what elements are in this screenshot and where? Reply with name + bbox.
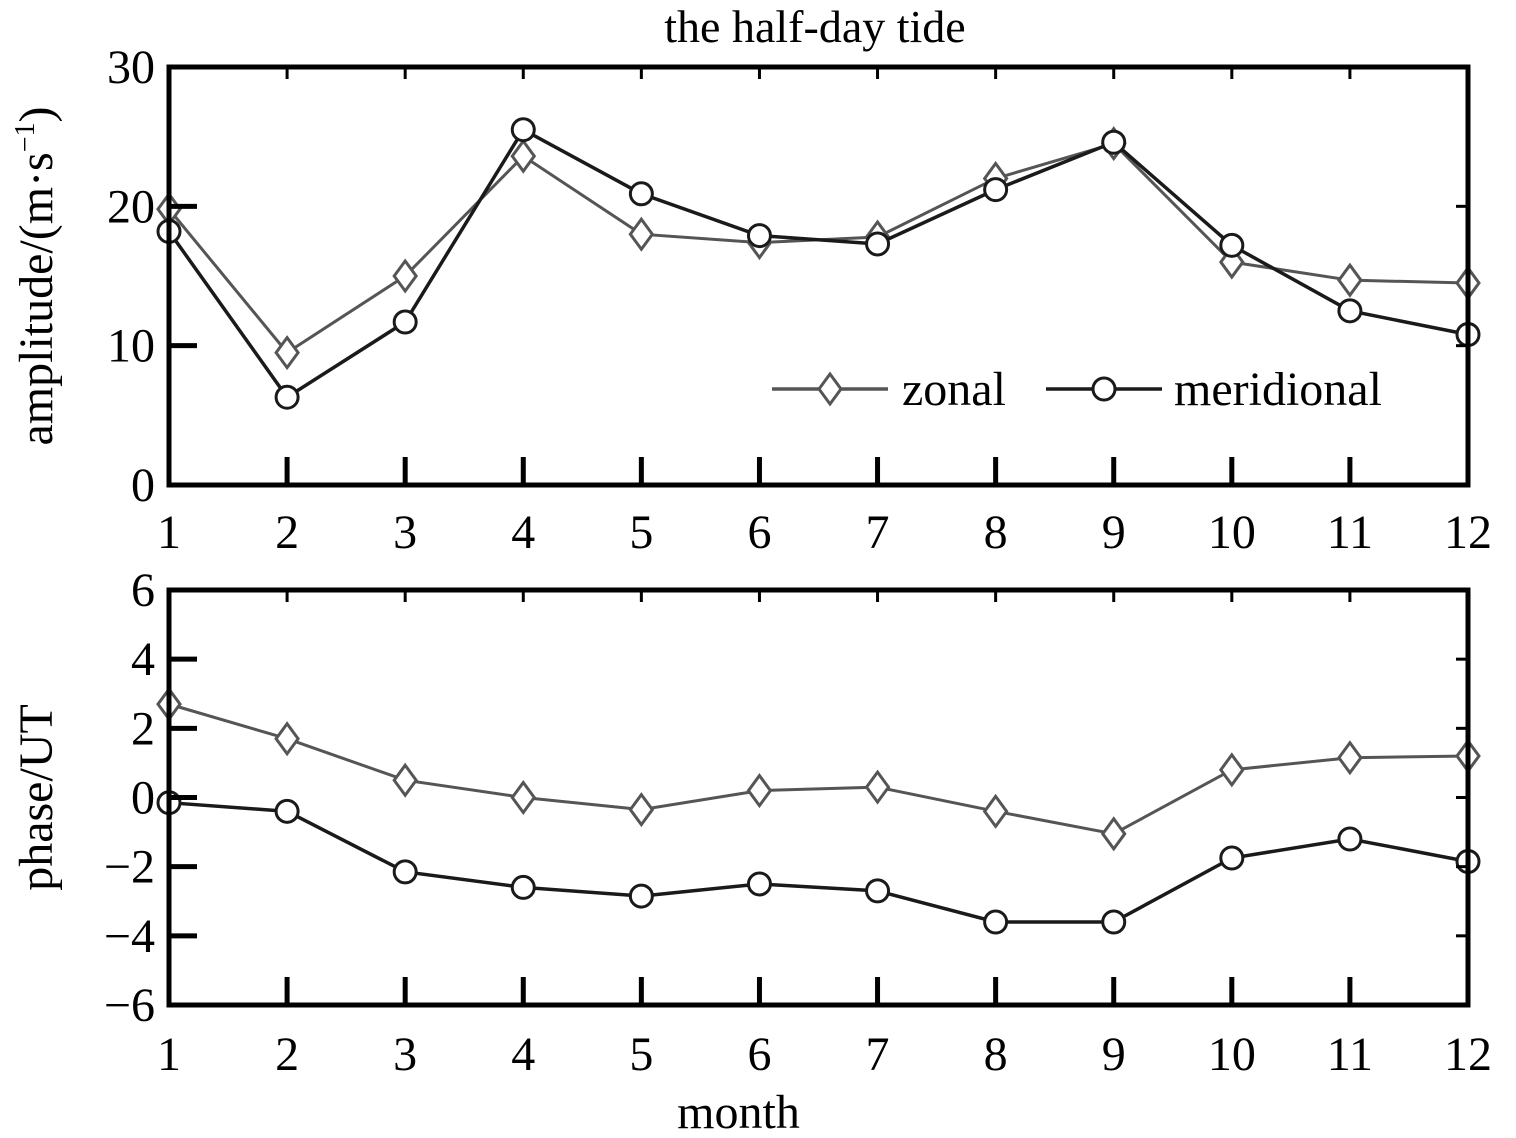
zonal-point <box>864 769 891 805</box>
x-tick-label: 7 <box>866 1028 890 1081</box>
y-tick-label: −4 <box>104 910 155 963</box>
x-tick-label: 3 <box>393 506 417 559</box>
meridional-point <box>392 859 418 885</box>
zonal-point <box>628 792 655 828</box>
zonal-point <box>274 335 300 371</box>
y-tick-label: 10 <box>107 320 155 373</box>
zonal-line <box>168 702 1469 836</box>
y-tick-label: 2 <box>131 702 155 755</box>
meridional-point <box>510 874 536 900</box>
meridional-point <box>628 181 654 207</box>
y-tick-label: 20 <box>107 180 155 233</box>
meridional-point <box>274 798 300 824</box>
y-tick-label: 0 <box>131 459 155 512</box>
y-axis-label: phase/UT <box>10 704 63 891</box>
zonal-point <box>982 793 1009 829</box>
x-tick-label: 6 <box>747 506 771 559</box>
meridional-point <box>1219 845 1245 871</box>
meridional-line <box>168 800 1469 924</box>
zonal-point <box>274 721 300 757</box>
plot-frame <box>166 587 1471 1008</box>
x-tick-label: 11 <box>1327 506 1373 559</box>
x-tick-label: 9 <box>1102 1028 1126 1081</box>
x-axis-label: month <box>677 1086 800 1138</box>
x-tick-label: 12 <box>1444 1028 1492 1081</box>
y-tick-label: 0 <box>131 772 155 825</box>
x-tick-label: 4 <box>511 506 535 559</box>
x-tick-label: 4 <box>511 1028 535 1081</box>
y-tick-label: 30 <box>107 41 155 94</box>
meridional-point <box>1101 909 1127 935</box>
zonal-point <box>510 779 537 816</box>
zonal-point <box>1218 244 1245 280</box>
x-tick-label: 8 <box>984 506 1008 559</box>
meridional-point <box>746 871 772 897</box>
x-tick-label: 11 <box>1327 1028 1373 1081</box>
x-tick-label: 9 <box>1102 506 1126 559</box>
y-tick-label: −2 <box>104 841 155 894</box>
plot-frame <box>166 64 1471 488</box>
meridional-point <box>1337 826 1363 852</box>
zonal-point <box>1337 740 1363 776</box>
y-tick-label: 6 <box>131 564 155 617</box>
x-tick-label: 6 <box>747 1028 771 1081</box>
zonal-point <box>1100 816 1127 852</box>
meridional-point <box>628 883 654 909</box>
amplitude-panel: 1 2 3 4 5 6 7 8 9 10 11 120102030amplitude/(m·s−1)z… <box>10 41 1492 559</box>
meridional-point <box>1219 232 1245 258</box>
legend-marker-zonal <box>817 371 843 407</box>
chart-title: the half-day tide <box>664 1 965 52</box>
meridional-point <box>983 177 1009 203</box>
series-meridional <box>156 790 1481 935</box>
x-tick-label: 5 <box>629 506 653 559</box>
zonal-point <box>1218 752 1245 788</box>
y-axis-label: amplitude/(m·s−1) <box>10 106 63 445</box>
zonal-point <box>628 216 655 252</box>
meridional-point <box>1337 298 1363 324</box>
meridional-point <box>865 878 891 904</box>
meridional-point <box>1101 129 1127 155</box>
x-tick-label: 10 <box>1208 1028 1256 1081</box>
x-tick-label: 2 <box>275 506 299 559</box>
x-tick-label: 1 <box>157 1028 181 1081</box>
legend: zonal meridional <box>772 363 1382 416</box>
meridional-point <box>274 384 300 410</box>
x-tick-label: 7 <box>866 506 890 559</box>
y-tick-label: −6 <box>104 979 155 1032</box>
x-tick-label: 5 <box>629 1028 653 1081</box>
legend-label-meridional: meridional <box>1174 363 1382 416</box>
meridional-point <box>746 223 772 249</box>
series-zonal <box>156 686 1481 852</box>
zonal-point <box>510 138 537 174</box>
meridional-point <box>865 231 891 257</box>
series-zonal <box>156 126 1481 371</box>
legend-marker-meridional <box>1091 376 1117 402</box>
zonal-point <box>392 258 419 294</box>
zonal-point <box>1337 262 1363 298</box>
meridional-point <box>510 117 536 143</box>
meridional-line <box>167 127 1469 400</box>
x-tick-label: 1 <box>157 506 181 559</box>
zonal-point <box>746 773 773 809</box>
zonal-point <box>392 762 419 798</box>
meridional-point <box>392 309 418 335</box>
x-tick-label: 12 <box>1444 506 1492 559</box>
x-tick-label: 8 <box>984 1028 1008 1081</box>
x-tick-label: 3 <box>393 1028 417 1081</box>
x-tick-label: 10 <box>1208 506 1256 559</box>
zonal-line <box>167 141 1469 355</box>
y-tick-label: 4 <box>131 633 155 686</box>
legend-label-zonal: zonal <box>902 363 1006 416</box>
meridional-point <box>983 909 1009 935</box>
x-tick-label: 2 <box>275 1028 299 1081</box>
